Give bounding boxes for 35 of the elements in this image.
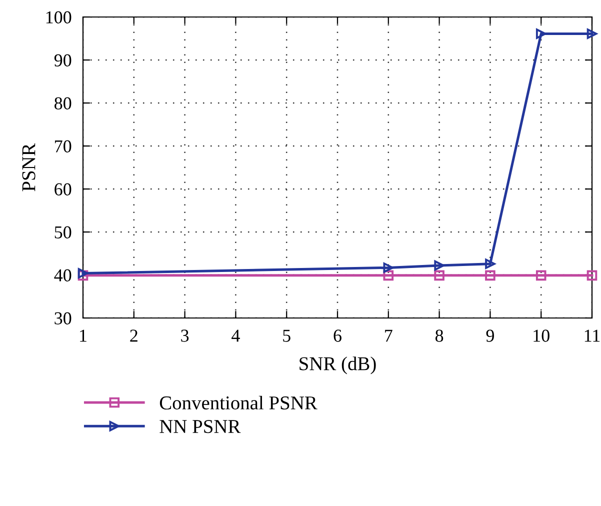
point: [586, 270, 598, 281]
x-tick-label: 9: [486, 330, 494, 342]
y-tick-label: 50: [54, 226, 72, 238]
x-tick-label: 1: [80, 330, 86, 342]
x-tick-label: 8: [435, 330, 444, 342]
x-axis-title: SNR (dB): [300, 356, 376, 374]
x-tick-label: 10: [534, 330, 550, 342]
y-tick-label: 40: [54, 269, 72, 282]
legend-label: NN PSNR: [160, 420, 241, 434]
point: [434, 270, 444, 281]
point: [434, 260, 444, 271]
point: [485, 258, 496, 269]
y-tick-label: 100: [46, 11, 72, 24]
point: [78, 268, 88, 278]
point: [383, 270, 394, 281]
point: [536, 28, 546, 39]
y-tick-label: 30: [54, 312, 72, 324]
legend-label: Conventional PSNR: [160, 396, 318, 410]
y-axis-title: PSNR: [22, 143, 36, 192]
point: [536, 270, 546, 281]
point: [485, 270, 496, 281]
x-tick-label: 3: [181, 330, 189, 342]
point: [78, 270, 88, 281]
y-tick-label: 70: [55, 140, 72, 152]
point: [586, 28, 598, 39]
x-tick-label: 11: [584, 330, 600, 342]
x-tick-label: 6: [334, 330, 342, 342]
y-tick-label: 80: [54, 97, 72, 110]
x-tick-label: 5: [283, 330, 290, 342]
point: [383, 262, 394, 273]
x-tick-label: 4: [232, 330, 240, 342]
x-tick-label: 7: [385, 330, 392, 342]
x-tick-label: 2: [130, 330, 138, 342]
y-tick-label: 60: [54, 183, 72, 196]
y-tick-label: 90: [54, 54, 72, 66]
